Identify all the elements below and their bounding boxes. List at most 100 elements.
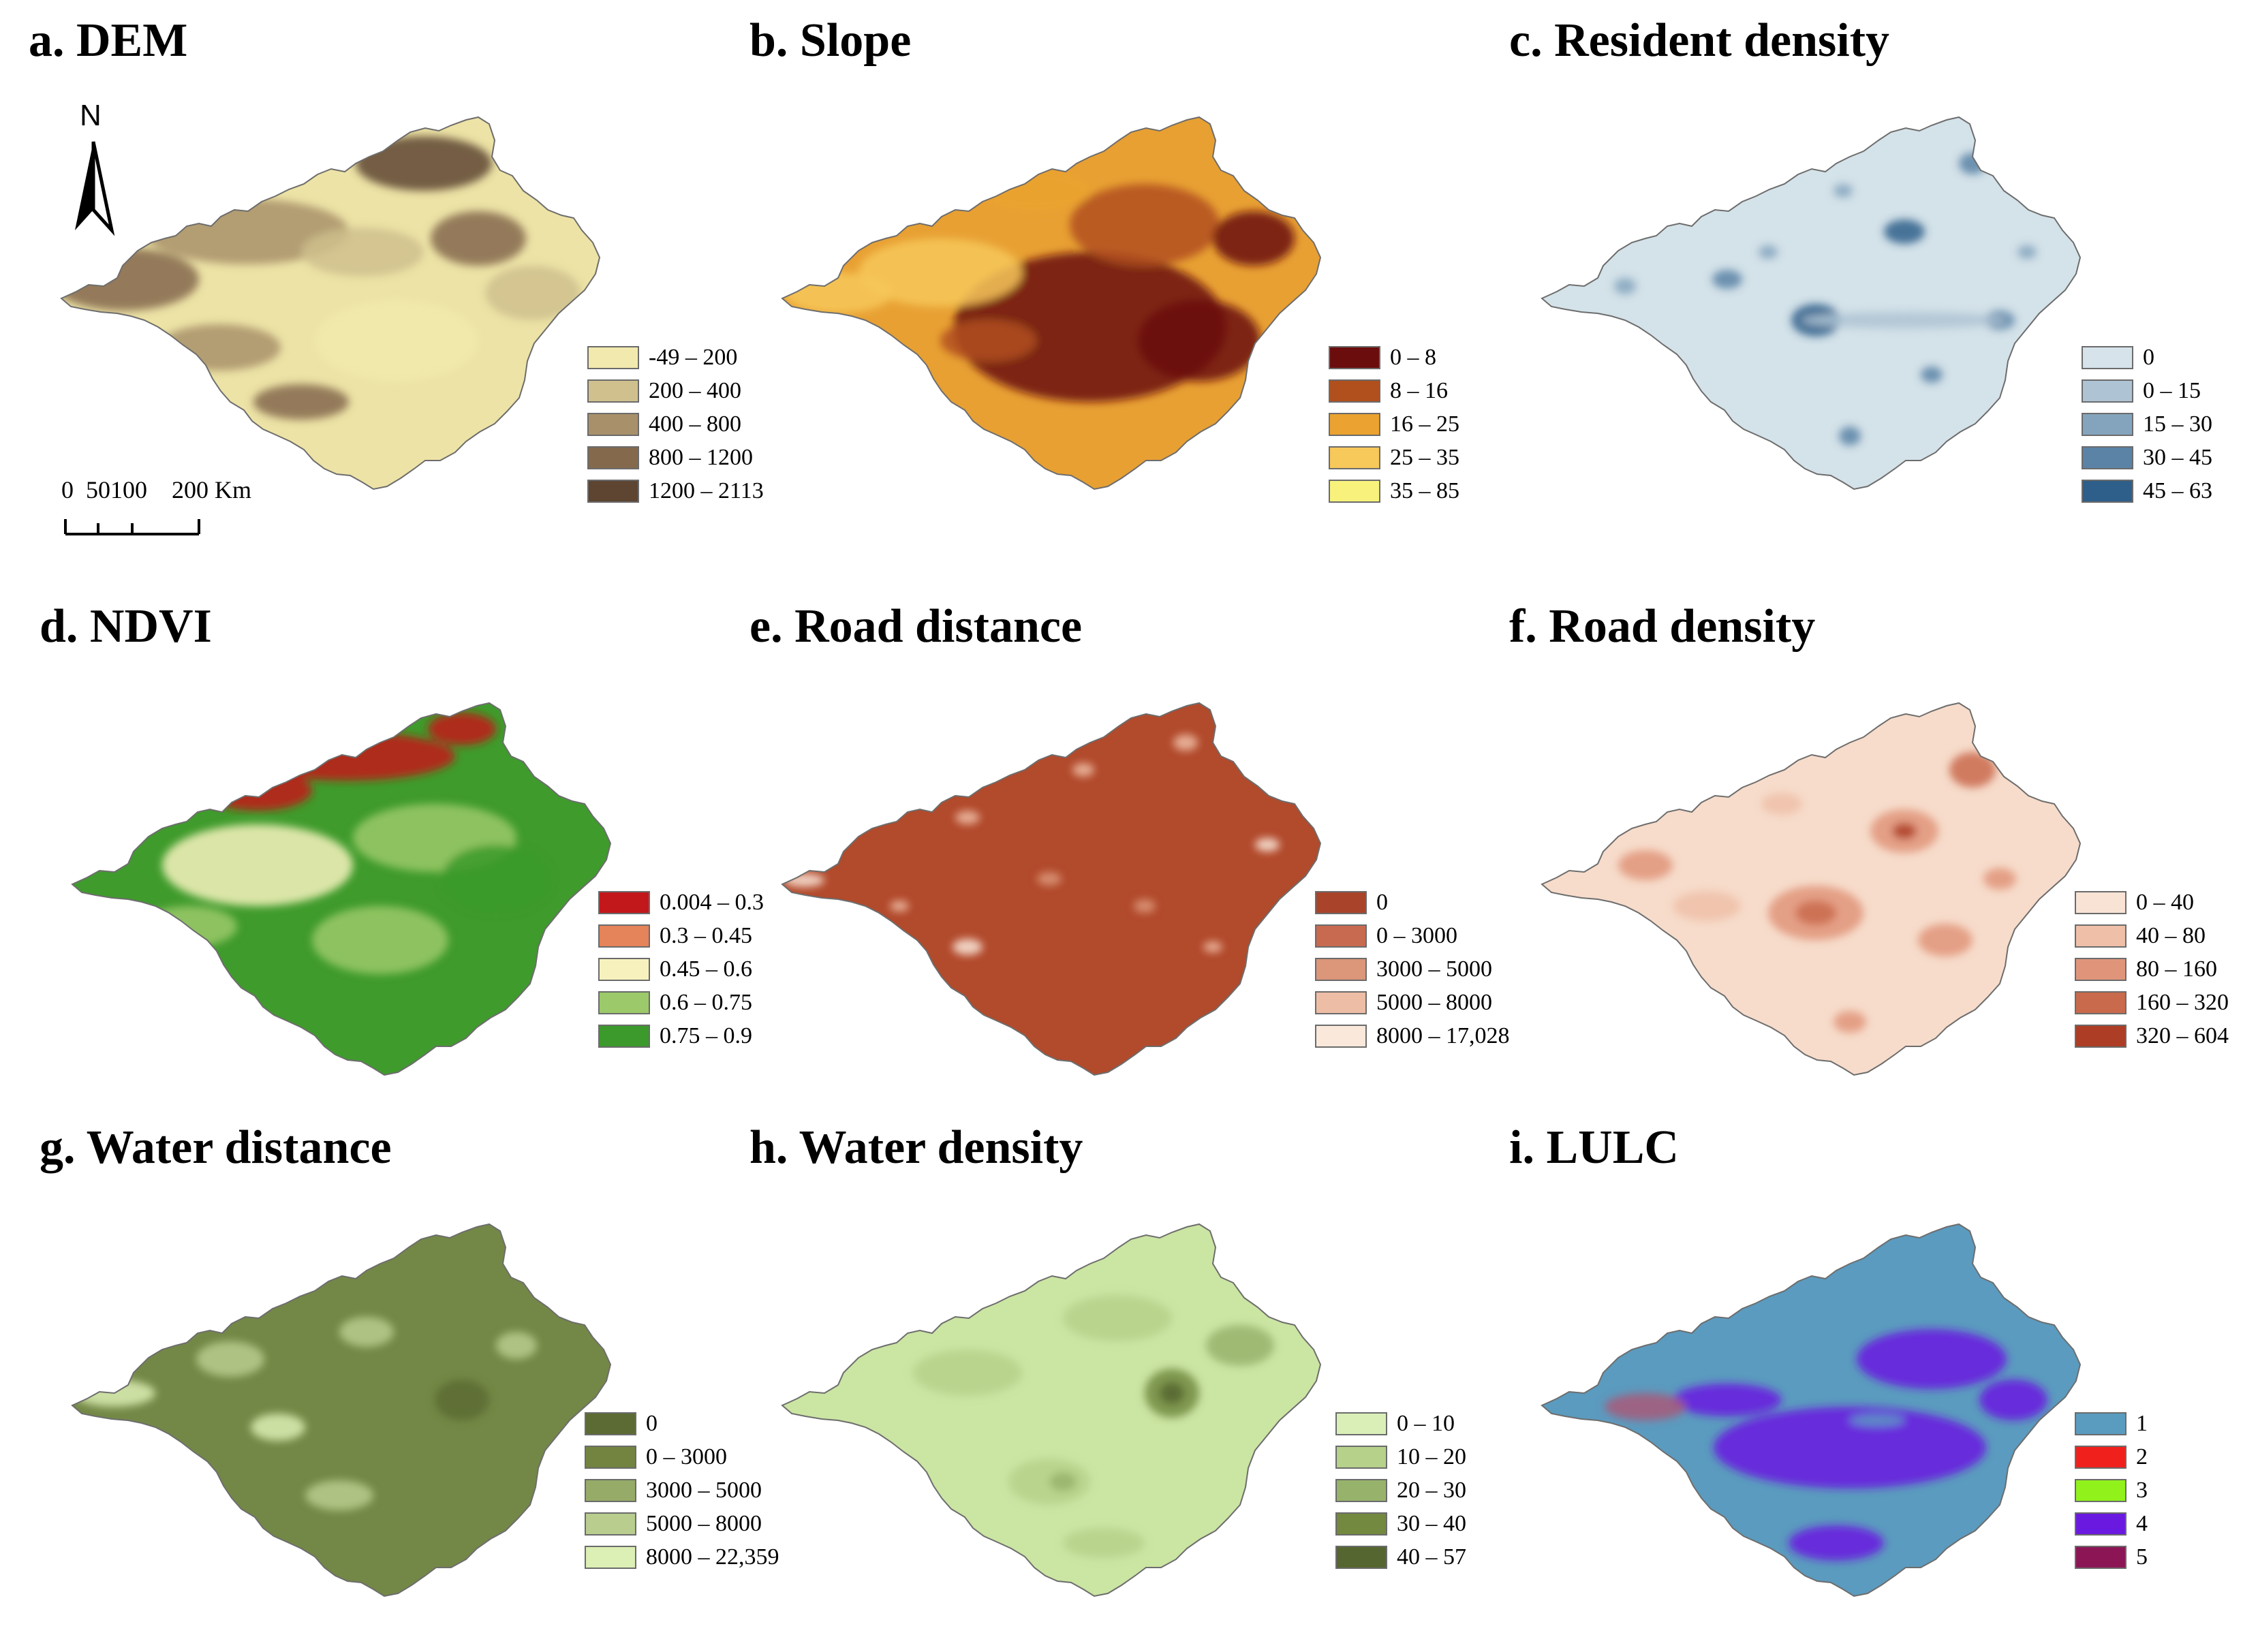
panel-title: f. Road density xyxy=(1509,600,1816,653)
value-zone xyxy=(953,939,983,955)
value-zone xyxy=(196,1341,264,1377)
legend-item: 0 – 40 xyxy=(2075,886,2229,919)
legend-label: 40 – 80 xyxy=(2136,922,2206,948)
legend-swatch xyxy=(585,1512,636,1536)
value-zone xyxy=(485,266,581,320)
value-zone xyxy=(1918,924,1973,956)
region-outline xyxy=(1541,702,2082,1076)
panel-title: a. DEM xyxy=(29,14,188,67)
legend-label: 0 – 10 xyxy=(1397,1410,1455,1436)
map-panel-road-distance: e. Road distance 0 0 – 3000 3000 – 5000 500… xyxy=(749,599,1510,1131)
legend-swatch xyxy=(585,1545,636,1569)
value-zone xyxy=(203,770,312,811)
value-zone xyxy=(1857,1329,2007,1389)
legend-item: 800 – 1200 xyxy=(587,441,764,474)
legend-item: 4 xyxy=(2075,1507,2148,1540)
map-area xyxy=(1541,702,2082,1076)
value-zone xyxy=(1921,367,1943,383)
legend-swatch xyxy=(2082,379,2133,403)
value-zones xyxy=(61,136,581,420)
legend-item: 0 – 3000 xyxy=(585,1440,779,1474)
value-zone xyxy=(1206,1325,1274,1366)
region-fill xyxy=(1542,117,2080,489)
value-zone xyxy=(1673,1384,1782,1416)
legend-swatch xyxy=(1315,890,1367,914)
legend-swatch xyxy=(2075,924,2126,948)
legend-item: 40 – 80 xyxy=(2075,919,2229,952)
legend-item: 5 xyxy=(2075,1540,2148,1574)
value-zone xyxy=(1160,1382,1184,1404)
value-zone xyxy=(356,136,492,191)
map-panel-ndvi: d. NDVI 0.004 – 0.3 0.3 – 0.45 0.45 – 0.6 0… xyxy=(40,599,789,1131)
legend-swatch xyxy=(585,1412,636,1435)
legend-item: 0.3 – 0.45 xyxy=(598,919,764,952)
value-zone xyxy=(251,1414,305,1441)
value-zone xyxy=(1255,838,1280,852)
legend-label: 15 – 30 xyxy=(2143,411,2212,437)
value-zone xyxy=(1614,278,1636,294)
value-zone xyxy=(1063,1528,1145,1558)
legend-swatch xyxy=(585,1478,636,1502)
legend-label: 1200 – 2113 xyxy=(649,478,764,503)
region-outline xyxy=(1541,1223,2082,1598)
map-panel-water-density: h. Water density 0 – 10 10 – 20 20 – 30 30 … xyxy=(749,1121,1499,1652)
value-zone xyxy=(1850,1415,1904,1426)
region-fill xyxy=(782,703,1320,1075)
legend-label: 0.004 – 0.3 xyxy=(660,889,764,915)
value-zone xyxy=(1070,184,1220,266)
region-outline xyxy=(71,1223,612,1598)
legend-label: 0.75 – 0.9 xyxy=(660,1023,752,1048)
panel-title: b. Slope xyxy=(749,14,912,67)
legend-label: 3000 – 5000 xyxy=(1376,956,1492,982)
value-zone xyxy=(1049,1472,1077,1491)
legend-swatch xyxy=(1315,1024,1367,1048)
legend-label: 25 – 35 xyxy=(1390,444,1459,470)
value-zone xyxy=(1072,763,1094,777)
map-panel-resident-density: c. Resident density 0 0 – 15 15 – 30 30 – 4… xyxy=(1509,14,2258,545)
north-letter: N xyxy=(80,99,102,132)
legend-item: 30 – 40 xyxy=(1335,1507,1466,1540)
value-zone xyxy=(158,324,281,371)
value-zone xyxy=(431,211,526,266)
map-panel-road-density: f. Road density 0 – 40 40 – 80 80 – 160 160… xyxy=(1509,599,2258,1131)
value-zone xyxy=(1979,1380,2047,1420)
legend-item: 30 – 45 xyxy=(2082,441,2212,474)
legend-swatch xyxy=(598,957,650,981)
value-zone xyxy=(1203,941,1222,952)
legend-swatch xyxy=(1329,345,1380,369)
legend-label: 0.3 – 0.45 xyxy=(660,922,752,948)
legend-item: 3 xyxy=(2075,1474,2148,1507)
legend-swatch xyxy=(1315,991,1367,1014)
region-outline xyxy=(781,702,1322,1076)
value-zone xyxy=(312,906,448,974)
value-zone xyxy=(253,384,349,420)
value-zone xyxy=(339,1317,394,1347)
legend-item: 0.6 – 0.75 xyxy=(598,986,764,1019)
value-zone xyxy=(1949,752,1996,788)
legend-swatch xyxy=(2075,1545,2126,1569)
legend-label: 8 – 16 xyxy=(1390,377,1448,403)
legend-item: 0 – 3000 xyxy=(1315,919,1510,952)
legend-swatch xyxy=(1329,379,1380,403)
legend-label: 0 – 3000 xyxy=(646,1444,727,1469)
legend-label: 200 – 400 xyxy=(649,377,741,403)
legend-item: 10 – 20 xyxy=(1335,1440,1466,1474)
map-panel-slope: b. Slope 0 – 8 8 – 16 16 – 25 25 – 35 35 – 8… xyxy=(749,14,1499,545)
panel-title: h. Water density xyxy=(749,1121,1083,1174)
legend-swatch xyxy=(585,1445,636,1469)
value-zone xyxy=(940,320,1036,361)
scale-bar: 0 50100 200 Km xyxy=(61,476,307,544)
value-zone xyxy=(1037,872,1062,886)
value-zone xyxy=(142,906,237,947)
value-zone xyxy=(305,1480,373,1510)
legend: 0 – 40 40 – 80 80 – 160 160 – 320 320 – 604 xyxy=(2075,886,2229,1053)
legend-swatch xyxy=(2075,957,2126,981)
legend-label: 20 – 30 xyxy=(1397,1477,1466,1503)
legend-item: 0.75 – 0.9 xyxy=(598,1019,764,1053)
legend-label: 8000 – 17,028 xyxy=(1376,1023,1510,1048)
legend-item: 3000 – 5000 xyxy=(585,1474,779,1507)
legend-item: 15 – 30 xyxy=(2082,407,2212,441)
legend-label: 4 xyxy=(2136,1510,2148,1536)
value-zone xyxy=(1802,312,2007,328)
legend-label: 16 – 25 xyxy=(1390,411,1459,437)
